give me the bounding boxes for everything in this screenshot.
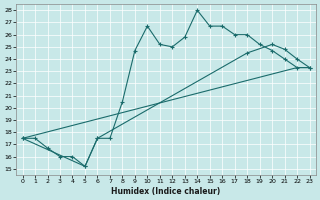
X-axis label: Humidex (Indice chaleur): Humidex (Indice chaleur) xyxy=(111,187,221,196)
